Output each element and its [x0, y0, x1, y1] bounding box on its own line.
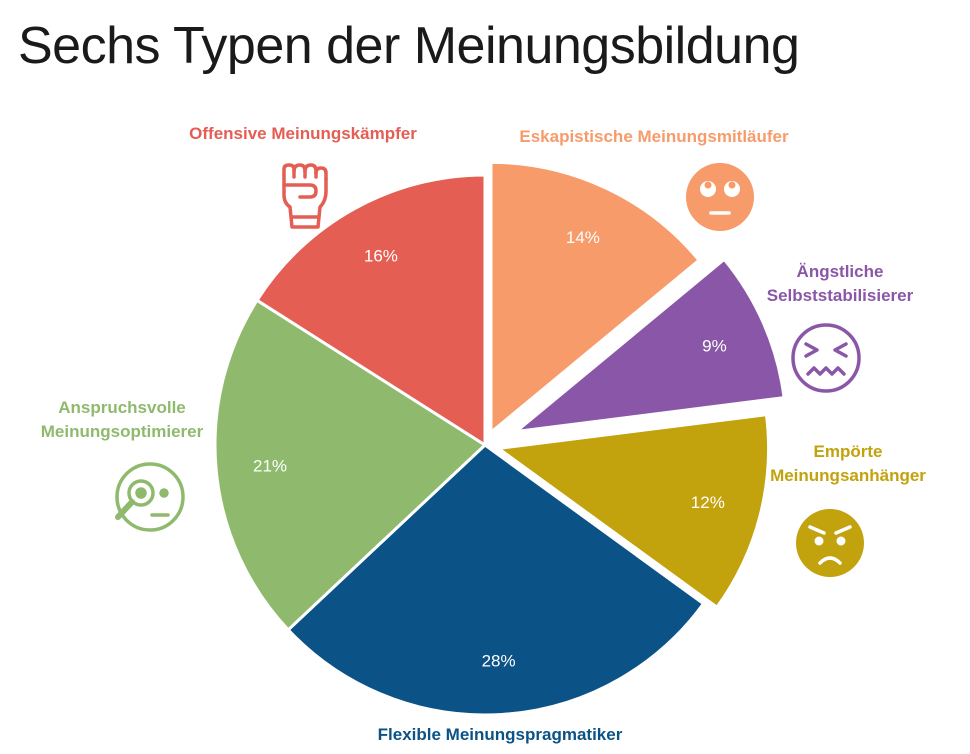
category-label-line: Ängstliche: [797, 262, 884, 281]
pie-slice: [213, 298, 488, 632]
category-icons: [115, 163, 864, 577]
raised-fist-icon: [282, 163, 328, 229]
category-label-line: Anspruchsvolle: [58, 398, 186, 417]
percent-label: 16%: [364, 247, 398, 266]
category-label: Ängstliche Selbststabilisierer: [767, 262, 914, 305]
pie-slice: [286, 443, 706, 717]
category-label-line: Selbststabilisierer: [767, 286, 914, 305]
percent-labels: 14% 9% 12% 28% 21% 16%: [253, 228, 727, 671]
category-label: Eskapistische Meinungsmitläufer: [519, 127, 789, 146]
pie-slice: [494, 412, 770, 610]
category-label-line: Meinungsoptimierer: [41, 422, 204, 441]
percent-label: 14%: [566, 228, 600, 247]
category-label: Empörte Meinungsanhänger: [770, 442, 926, 485]
percent-label: 21%: [253, 456, 287, 475]
magnifier-face-icon: [115, 462, 185, 532]
pie-slices: [213, 160, 786, 717]
category-label: Offensive Meinungskämpfer: [189, 124, 417, 143]
pie-slice: [511, 257, 786, 434]
eyes-rolled-face-icon: [686, 163, 754, 231]
pie-slice: [254, 173, 487, 448]
category-label: Anspruchsvolle Meinungsoptimierer: [41, 398, 204, 441]
category-label-line: Eskapistische Meinungsmitläufer: [519, 127, 789, 146]
percent-label: 28%: [482, 652, 516, 671]
category-label-line: Flexible Meinungspragmatiker: [378, 725, 623, 744]
category-label-line: Meinungsanhänger: [770, 466, 926, 485]
pie-slice: [489, 160, 702, 436]
category-labels: Eskapistische Meinungsmitläufer Ängstlich…: [41, 124, 927, 744]
category-label: Flexible Meinungspragmatiker: [378, 725, 623, 744]
angry-face-icon: [796, 509, 864, 577]
category-label-line: Offensive Meinungskämpfer: [189, 124, 417, 143]
anxious-face-icon: [791, 323, 861, 393]
category-label-line: Empörte: [814, 442, 883, 461]
percent-label: 9%: [702, 337, 727, 356]
percent-label: 12%: [691, 493, 725, 512]
page-title: Sechs Typen der Meinungsbildung: [18, 17, 800, 75]
